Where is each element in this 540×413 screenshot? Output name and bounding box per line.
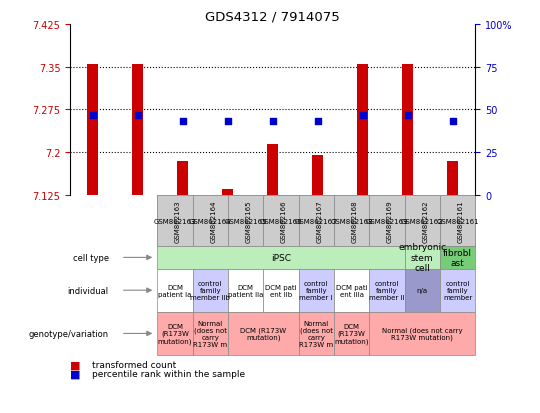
FancyBboxPatch shape xyxy=(299,195,334,247)
FancyBboxPatch shape xyxy=(440,195,475,247)
Bar xyxy=(357,64,368,195)
Bar xyxy=(312,156,323,195)
Text: GSM862169: GSM862169 xyxy=(387,200,393,242)
Point xyxy=(448,118,457,125)
FancyBboxPatch shape xyxy=(440,195,475,247)
FancyBboxPatch shape xyxy=(264,195,299,247)
FancyBboxPatch shape xyxy=(193,269,228,312)
FancyBboxPatch shape xyxy=(157,195,193,247)
Bar xyxy=(222,190,233,195)
Bar xyxy=(87,64,98,195)
Text: GSM862167: GSM862167 xyxy=(316,200,322,242)
FancyBboxPatch shape xyxy=(193,195,228,247)
FancyBboxPatch shape xyxy=(299,269,334,312)
Bar xyxy=(177,161,188,195)
Text: GSM862165: GSM862165 xyxy=(246,200,252,242)
Text: individual: individual xyxy=(68,286,109,295)
Text: DCM
(R173W
mutation): DCM (R173W mutation) xyxy=(334,323,369,344)
FancyBboxPatch shape xyxy=(369,312,475,355)
FancyBboxPatch shape xyxy=(334,312,369,355)
Text: GSM862166: GSM862166 xyxy=(281,200,287,242)
Bar xyxy=(132,64,143,195)
Point xyxy=(89,112,97,119)
Point xyxy=(313,118,322,125)
FancyBboxPatch shape xyxy=(440,247,475,269)
Text: cell type: cell type xyxy=(72,253,109,262)
Text: GSM862164: GSM862164 xyxy=(189,218,232,224)
Text: DCM
patient Ia: DCM patient Ia xyxy=(158,284,192,297)
Text: control
family
member: control family member xyxy=(443,280,472,301)
FancyBboxPatch shape xyxy=(228,195,264,247)
Bar xyxy=(267,144,278,195)
Text: control
family
member I: control family member I xyxy=(300,280,333,301)
Text: iPSC: iPSC xyxy=(271,253,291,262)
FancyBboxPatch shape xyxy=(369,195,404,247)
FancyBboxPatch shape xyxy=(404,247,440,269)
FancyBboxPatch shape xyxy=(299,195,334,247)
Text: control
family
member II: control family member II xyxy=(369,280,404,301)
FancyBboxPatch shape xyxy=(369,195,404,247)
Text: ■: ■ xyxy=(70,369,80,379)
Text: transformed count: transformed count xyxy=(92,360,176,369)
Point xyxy=(178,118,187,125)
FancyBboxPatch shape xyxy=(157,247,404,269)
FancyBboxPatch shape xyxy=(157,195,193,247)
FancyBboxPatch shape xyxy=(193,195,228,247)
Bar xyxy=(402,64,413,195)
Text: GSM862166: GSM862166 xyxy=(260,218,302,224)
Text: GSM862161: GSM862161 xyxy=(457,200,463,242)
FancyBboxPatch shape xyxy=(369,269,404,312)
Text: GSM862168: GSM862168 xyxy=(330,218,373,224)
FancyBboxPatch shape xyxy=(404,195,440,247)
Text: DCM
patient IIa: DCM patient IIa xyxy=(228,284,264,297)
Text: GSM862163: GSM862163 xyxy=(153,218,196,224)
FancyBboxPatch shape xyxy=(157,269,193,312)
FancyBboxPatch shape xyxy=(404,269,440,312)
FancyBboxPatch shape xyxy=(228,269,264,312)
Text: GSM862162: GSM862162 xyxy=(401,218,443,224)
Text: ■: ■ xyxy=(70,360,80,370)
Text: DCM
(R173W
mutation): DCM (R173W mutation) xyxy=(158,323,192,344)
Text: GSM862168: GSM862168 xyxy=(352,200,357,242)
FancyBboxPatch shape xyxy=(334,195,369,247)
Text: GSM862161: GSM862161 xyxy=(436,218,479,224)
Text: DCM (R173W
mutation): DCM (R173W mutation) xyxy=(240,327,286,341)
Point xyxy=(359,112,367,119)
FancyBboxPatch shape xyxy=(299,312,334,355)
Text: embryonic
stem
cell: embryonic stem cell xyxy=(398,243,446,273)
Text: GSM862164: GSM862164 xyxy=(210,200,216,242)
Text: control
family
member IIb: control family member IIb xyxy=(190,280,230,301)
Text: GSM862167: GSM862167 xyxy=(295,218,338,224)
Text: GSM862163: GSM862163 xyxy=(175,200,181,242)
Text: GSM862165: GSM862165 xyxy=(224,218,267,224)
Text: n/a: n/a xyxy=(417,287,428,294)
Point xyxy=(403,112,412,119)
Text: fibrobl
ast: fibrobl ast xyxy=(443,248,472,268)
Text: DCM pati
ent IIIa: DCM pati ent IIIa xyxy=(336,284,367,297)
Text: GSM862169: GSM862169 xyxy=(366,218,408,224)
FancyBboxPatch shape xyxy=(228,195,264,247)
FancyBboxPatch shape xyxy=(157,312,193,355)
FancyBboxPatch shape xyxy=(264,269,299,312)
Text: Normal (does not carry
R173W mutation): Normal (does not carry R173W mutation) xyxy=(382,327,463,341)
FancyBboxPatch shape xyxy=(404,195,440,247)
Title: GDS4312 / 7914075: GDS4312 / 7914075 xyxy=(205,11,340,24)
Point xyxy=(268,118,277,125)
FancyBboxPatch shape xyxy=(334,269,369,312)
Text: DCM pati
ent IIb: DCM pati ent IIb xyxy=(265,284,296,297)
FancyBboxPatch shape xyxy=(193,312,228,355)
Point xyxy=(224,118,232,125)
Text: percentile rank within the sample: percentile rank within the sample xyxy=(92,369,245,378)
FancyBboxPatch shape xyxy=(264,195,299,247)
FancyBboxPatch shape xyxy=(440,269,475,312)
FancyBboxPatch shape xyxy=(334,195,369,247)
Text: Normal
(does not
carry
R173W m: Normal (does not carry R173W m xyxy=(193,320,227,347)
Text: Normal
(does not
carry
R173W m: Normal (does not carry R173W m xyxy=(299,320,333,347)
FancyBboxPatch shape xyxy=(228,312,299,355)
Text: genotype/variation: genotype/variation xyxy=(29,329,109,338)
Text: GSM862162: GSM862162 xyxy=(422,200,428,242)
Bar xyxy=(447,161,458,195)
Point xyxy=(133,112,142,119)
